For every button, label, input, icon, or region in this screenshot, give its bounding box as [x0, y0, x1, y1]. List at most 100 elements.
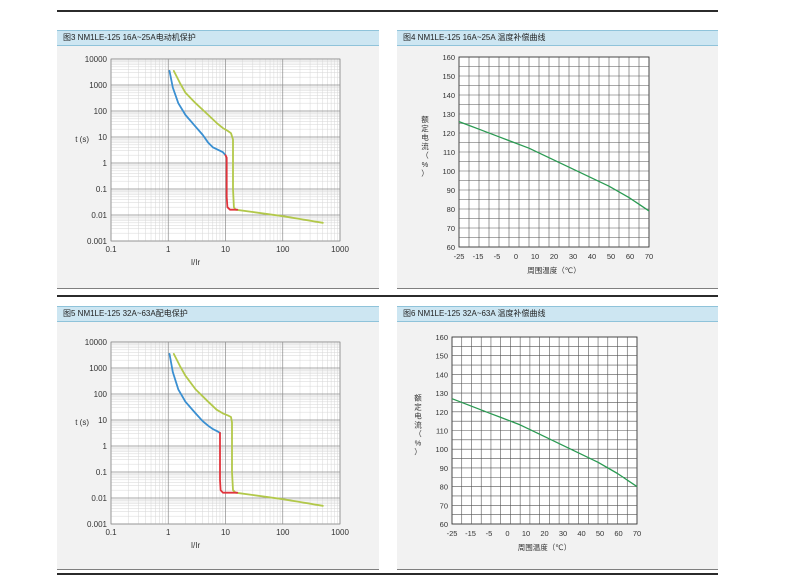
- y-tick-label: 130: [435, 389, 448, 398]
- x-tick-label: -5: [494, 252, 501, 261]
- y-tick-label: 60: [440, 520, 448, 529]
- y-axis-label-char: （: [421, 151, 429, 160]
- bottom-rule: [57, 573, 718, 575]
- panel-title-fig5: 图5 NM1LE-125 32A~63A配电保护: [57, 306, 379, 322]
- series-line-upper-limit: [172, 70, 324, 224]
- y-axis-label-char: 流: [421, 141, 429, 151]
- y-tick-label: 70: [447, 224, 455, 233]
- x-tick-label: 40: [577, 529, 585, 538]
- y-tick-label: 90: [440, 464, 448, 473]
- y-axis-label: t (s): [75, 418, 89, 427]
- y-tick-label: 90: [447, 186, 455, 195]
- x-axis-label: 周围温度（℃）: [527, 265, 580, 275]
- x-tick-label: 60: [614, 529, 622, 538]
- y-tick-label: 110: [436, 427, 448, 436]
- x-tick-label: 0.1: [105, 245, 117, 254]
- y-tick-label: 1000: [89, 81, 107, 90]
- panel-fig4: 图4 NM1LE-125 16A~25A 温度补偿曲线 -25 -15 -5 0 10 2…: [397, 30, 718, 289]
- y-tick-label: 120: [442, 129, 455, 138]
- y-tick-label: 0.01: [91, 211, 107, 220]
- y-tick-label: 100: [442, 167, 455, 176]
- x-tick-label: 30: [559, 529, 567, 538]
- y-tick-label: 0.001: [87, 520, 108, 529]
- x-tick-label: -25: [447, 529, 458, 538]
- y-tick-label: 110: [443, 148, 455, 157]
- y-tick-label: 60: [447, 243, 455, 252]
- y-tick-label: 10: [98, 416, 107, 425]
- x-tick-label: 100: [276, 528, 290, 537]
- series-line-upper-limit: [172, 353, 324, 507]
- x-axis-label: 周围温度（℃）: [518, 542, 571, 552]
- x-tick-label: 0: [505, 529, 509, 538]
- top-rule: [57, 10, 718, 12]
- middle-rule: [57, 295, 718, 297]
- y-axis-label-char: 电: [414, 411, 422, 421]
- x-axis-label: I/Ir: [191, 541, 201, 550]
- y-tick-label: 1000: [89, 364, 107, 373]
- series-line-instantaneous: [224, 154, 239, 211]
- chart-fig3: 0.1 1 10 100 1000 0.001 0.01 0.1 1 10 100 1000 10000…: [75, 55, 349, 267]
- panel-title-fig3: 图3 NM1LE-125 16A~25A电动机保护: [57, 30, 379, 46]
- series-line-rated-current: [451, 398, 638, 488]
- chart-fig6: -25 -15 -5 0 10 20 30 40 50 60 70 60 70 80 90 100 110 120…: [414, 333, 641, 552]
- y-axis-label-char: 流: [414, 420, 422, 430]
- x-tick-label: 100: [276, 245, 290, 254]
- y-tick-label: 0.01: [91, 494, 107, 503]
- panel-title-fig6: 图6 NM1LE-125 32A~63A 温度补偿曲线: [397, 306, 718, 322]
- y-axis-label-char: 电: [421, 132, 429, 142]
- y-axis-label-char: 额: [421, 114, 429, 124]
- y-tick-label: 100: [94, 107, 108, 116]
- plot-area: 0.1 1 10 100 1000 0.001 0.01 0.1 1 10 100 1000 10000…: [75, 338, 349, 550]
- y-axis-label-char: 定: [421, 123, 429, 133]
- x-axis-label: I/Ir: [191, 258, 201, 267]
- y-tick-label: 0.1: [96, 468, 108, 477]
- y-tick-label: 10000: [85, 338, 108, 347]
- y-tick-label: 0.1: [96, 185, 108, 194]
- x-tick-label: 70: [633, 529, 641, 538]
- x-tick-label: 60: [626, 252, 634, 261]
- x-tick-label: 40: [588, 252, 596, 261]
- y-tick-label: 10: [98, 133, 107, 142]
- y-axis-label-char: ）: [414, 448, 422, 457]
- x-tick-label: -25: [454, 252, 465, 261]
- series-line-lower-limit: [168, 353, 221, 434]
- y-axis-label-char: ）: [421, 169, 429, 178]
- y-tick-label: 80: [447, 205, 455, 214]
- series-line-rated-current: [458, 120, 650, 212]
- x-tick-label: 10: [522, 529, 530, 538]
- x-tick-label: 20: [540, 529, 548, 538]
- y-axis-label-char: %: [422, 160, 429, 169]
- y-tick-label: 100: [435, 445, 448, 454]
- x-tick-label: 1000: [331, 245, 349, 254]
- y-tick-label: 140: [435, 370, 448, 379]
- x-tick-label: 20: [550, 252, 558, 261]
- y-tick-label: 70: [440, 501, 448, 510]
- y-tick-label: 100: [94, 390, 108, 399]
- y-tick-label: 160: [442, 53, 455, 62]
- y-axis-label-char: 定: [414, 402, 422, 412]
- plot-area: 0.1 1 10 100 1000 0.001 0.01 0.1 1 10 100 1000 10000…: [75, 55, 349, 267]
- y-tick-label: 10000: [85, 55, 108, 64]
- x-tick-label: 10: [221, 245, 230, 254]
- series-line-instantaneous: [219, 432, 239, 494]
- y-axis-label: t (s): [75, 135, 89, 144]
- panel-fig6: 图6 NM1LE-125 32A~63A 温度补偿曲线 -25 -15 -5 0 10 2…: [397, 306, 718, 570]
- x-tick-label: 10: [531, 252, 539, 261]
- y-tick-label: 0.001: [87, 237, 108, 246]
- x-tick-label: 10: [221, 528, 230, 537]
- y-tick-label: 140: [442, 91, 455, 100]
- x-tick-label: 50: [607, 252, 615, 261]
- x-tick-label: -5: [486, 529, 493, 538]
- x-tick-label: 1: [166, 528, 171, 537]
- y-tick-label: 120: [435, 408, 448, 417]
- y-tick-label: 160: [435, 333, 448, 342]
- y-tick-label: 150: [435, 352, 448, 361]
- y-tick-label: 80: [440, 483, 448, 492]
- x-tick-label: -15: [473, 252, 484, 261]
- chart-fig5: 0.1 1 10 100 1000 0.001 0.01 0.1 1 10 100 1000 10000…: [75, 338, 349, 550]
- chart-fig4: -25 -15 -5 0 10 20 30 40 50 60 70 60 70 80 90 100 110 120…: [421, 53, 653, 275]
- x-tick-label: 0: [514, 252, 518, 261]
- x-tick-label: 30: [569, 252, 577, 261]
- plot-area: -25 -15 -5 0 10 20 30 40 50 60 70 60 70 80 90 100 110 120…: [421, 53, 653, 275]
- y-tick-label: 1: [103, 159, 108, 168]
